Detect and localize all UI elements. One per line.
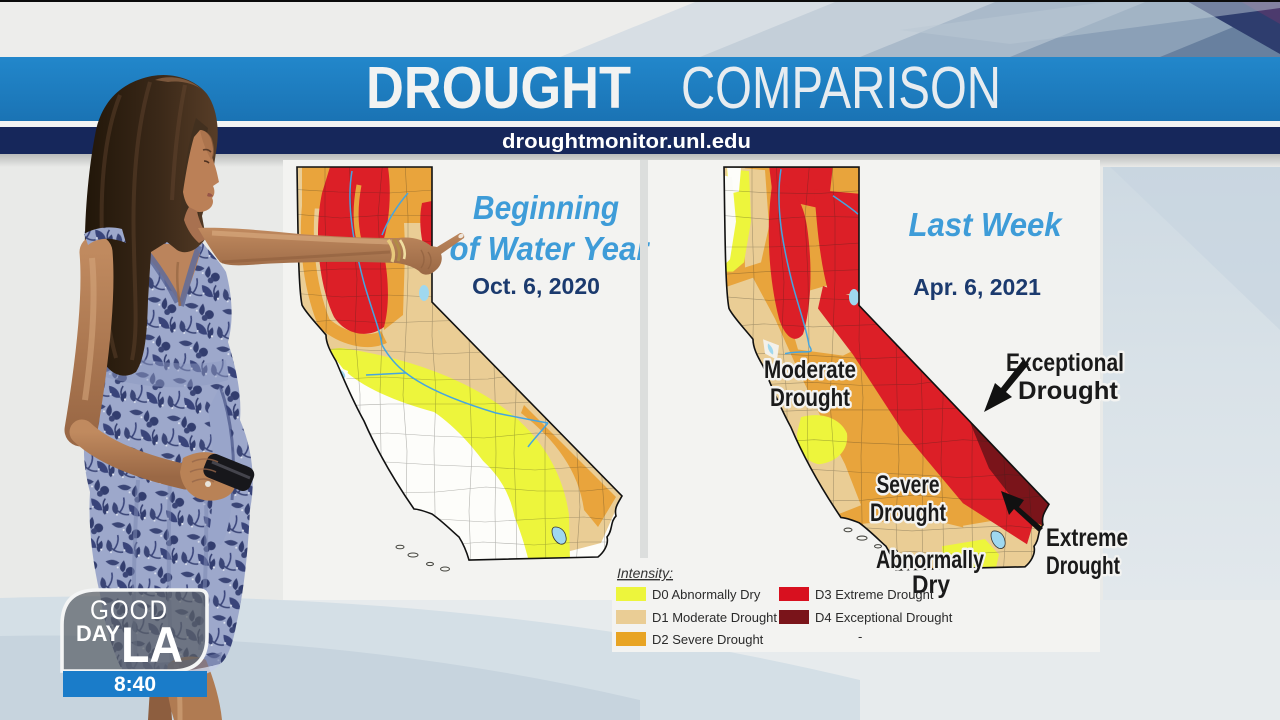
svg-text:Last Week: Last Week: [909, 206, 1064, 243]
svg-text:D2 Severe Drought: D2 Severe Drought: [652, 632, 764, 647]
svg-text:Drought: Drought: [770, 384, 851, 412]
svg-text:Beginning: Beginning: [473, 189, 619, 226]
svg-text:DROUGHT: DROUGHT: [366, 55, 631, 121]
svg-text:DAY: DAY: [76, 621, 120, 646]
svg-text:Abnormally: Abnormally: [876, 546, 984, 574]
svg-text:-: -: [858, 629, 862, 644]
svg-text:COMPARISON: COMPARISON: [681, 55, 1001, 121]
svg-text:GOOD: GOOD: [90, 595, 168, 625]
svg-text:Apr. 6, 2021: Apr. 6, 2021: [913, 274, 1041, 300]
svg-text:Extreme: Extreme: [1046, 524, 1128, 552]
svg-text:D1 Moderate Drought: D1 Moderate Drought: [652, 610, 777, 625]
svg-text:D4 Exceptional Drought: D4 Exceptional Drought: [815, 610, 953, 625]
svg-text:Severe: Severe: [877, 471, 940, 499]
svg-text:Drought: Drought: [1046, 552, 1121, 580]
svg-text:Drought: Drought: [870, 499, 947, 527]
svg-text:Drought: Drought: [1018, 377, 1119, 405]
svg-text:Intensity:: Intensity:: [617, 565, 673, 581]
svg-text:Oct. 6, 2020: Oct. 6, 2020: [472, 273, 600, 299]
svg-text:LA: LA: [121, 617, 183, 673]
svg-text:Moderate: Moderate: [764, 356, 856, 384]
svg-text:8:40: 8:40: [114, 673, 156, 696]
svg-text:D0 Abnormally Dry: D0 Abnormally Dry: [652, 587, 761, 602]
svg-text:D3 Extreme Drought: D3 Extreme Drought: [815, 587, 934, 602]
svg-text:of Water Year: of Water Year: [450, 230, 651, 267]
svg-text:droughtmonitor.unl.edu: droughtmonitor.unl.edu: [502, 131, 751, 153]
svg-text:Dry: Dry: [912, 571, 950, 599]
